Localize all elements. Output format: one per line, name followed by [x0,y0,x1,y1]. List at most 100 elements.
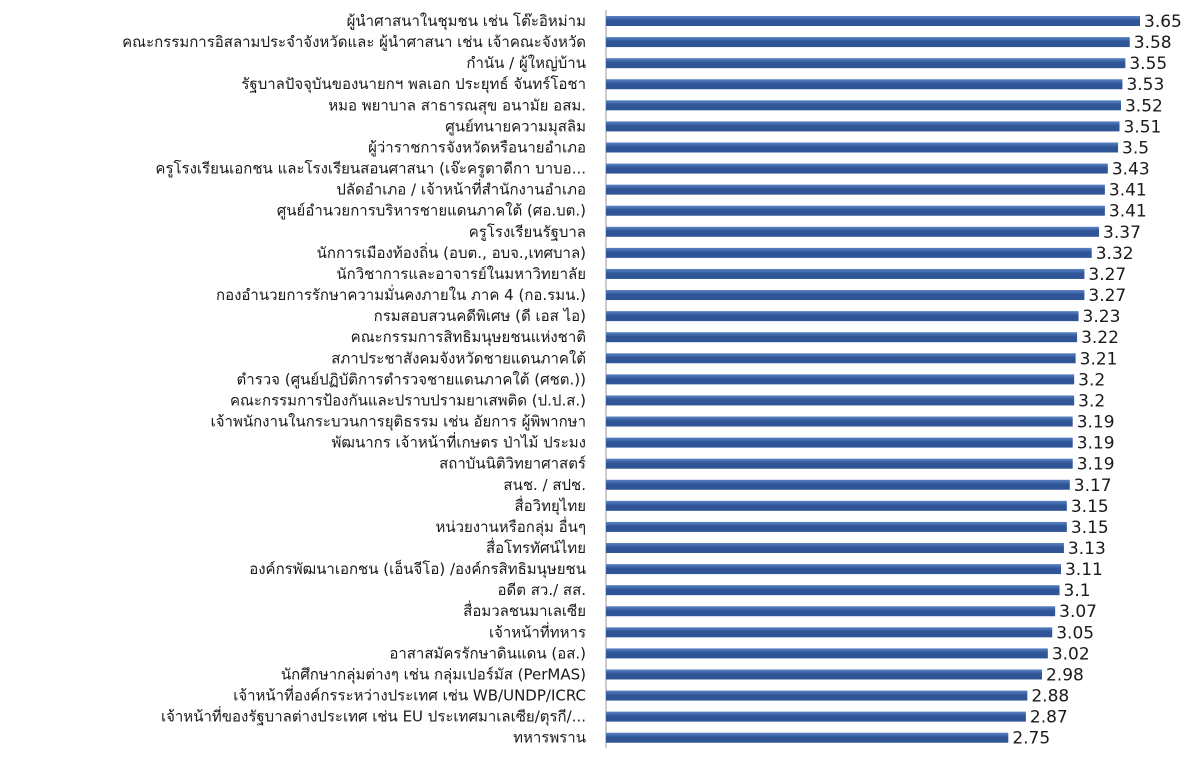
bar-6 [606,121,1120,132]
value-label-2: 3.58 [1134,33,1172,53]
value-label-29: 3.07 [1059,602,1097,622]
category-label-31: อาสาสมัครรักษาดินแดน (อส.) [389,644,586,662]
value-label-31: 3.02 [1052,644,1090,664]
bar-10 [606,205,1105,216]
bar-17 [606,353,1076,364]
bar-16 [606,332,1078,343]
bar-20 [606,416,1073,427]
bar-25 [606,521,1067,532]
bar-5 [606,100,1121,111]
value-label-9: 3.41 [1109,181,1147,201]
value-label-28: 3.1 [1064,581,1091,601]
category-label-10: ศูนย์อำนวยการบริหารชายแดนภาคใต้ (ศอ.บต.) [277,202,586,220]
category-label-6: ศูนย์ทนายความมุสลิม [445,117,586,136]
value-label-15: 3.23 [1083,307,1121,327]
bar-33 [606,690,1028,701]
value-label-3: 3.55 [1129,54,1167,74]
category-label-4: รัฐบาลปัจจุบันของนายกฯ พลเอก ประยุทธ์ จั… [241,75,586,94]
category-label-18: ตำรวจ (ศูนย์ปฏิบัติการตำรวจชายแดนภาคใต้ … [237,370,586,388]
category-labels-group: ผู้นำศาสนาในชุมชน เช่น โต๊ะอิหม่ามคณะกรร… [122,12,586,747]
category-label-19: คณะกรรมการป้องกันและปราบปรามยาเสพติด (ป.… [230,391,586,409]
value-labels-group: 3.653.583.553.533.523.513.53.433.413.413… [1012,12,1182,749]
category-label-5: หมอ พยาบาล สาธารณสุข อนามัย อสม. [328,96,586,115]
value-label-17: 3.21 [1080,349,1118,369]
value-label-16: 3.22 [1081,328,1119,348]
category-label-2: คณะกรรมการอิสลามประจำจังหวัดและ ผู้นำศาส… [122,33,586,51]
value-label-22: 3.19 [1077,455,1115,475]
bar-27 [606,564,1061,575]
value-label-1: 3.65 [1144,12,1182,32]
bar-28 [606,585,1060,596]
value-label-19: 3.2 [1078,391,1105,411]
bar-19 [606,395,1075,406]
value-label-10: 3.41 [1109,202,1147,222]
category-label-23: สนช. / สปช. [503,476,586,494]
value-label-5: 3.52 [1125,96,1163,116]
bar-26 [606,543,1064,553]
value-label-13: 3.27 [1088,265,1126,285]
value-label-12: 3.32 [1096,244,1134,264]
value-label-33: 2.88 [1031,687,1069,707]
bar-29 [606,606,1056,617]
category-label-32: นักศึกษากลุ่มต่างๆ เช่น กลุ่มเปอร์มัส (P… [281,665,586,684]
bar-18 [606,374,1075,385]
category-label-28: อดีต สว./ สส. [497,581,586,599]
bar-21 [606,437,1073,448]
category-label-7: ผู้ว่าราชการจังหวัดหรือนายอำเภอ [368,138,586,156]
bar-23 [606,479,1070,490]
bar-30 [606,627,1053,638]
category-label-29: สื่อมวลชนมาเลเซีย [463,600,586,620]
value-label-8: 3.43 [1112,160,1150,180]
category-label-17: สภาประชาสังคมจังหวัดชายแดนภาคใต้ [331,349,586,367]
category-label-8: ครูโรงเรียนเอกชน และโรงเรียนสอนศาสนา (เจ… [155,160,586,178]
value-label-24: 3.15 [1071,497,1109,517]
category-label-33: เจ้าหน้าที่องค์กรระหว่างประเทศ เช่น WB/U… [233,685,586,705]
category-label-1: ผู้นำศาสนาในชุมชน เช่น โต๊ะอิหม่าม [347,12,586,31]
bar-12 [606,247,1092,258]
bar-3 [606,58,1126,69]
value-label-6: 3.51 [1124,117,1162,137]
category-label-34: เจ้าหน้าที่ของรัฐบาลต่างประเทศ เช่น EU ป… [161,706,586,727]
category-label-26: สื่อโทรทัศน์ไทย [486,537,586,557]
bar-32 [606,669,1042,680]
bar-24 [606,500,1067,511]
bar-13 [606,268,1085,279]
value-label-23: 3.17 [1074,476,1112,496]
value-label-21: 3.19 [1077,434,1115,454]
category-label-13: นักวิชาการและอาจารย์ในมหาวิทยาลัย [336,265,586,283]
bar-11 [606,226,1100,237]
category-label-11: ครูโรงเรียนรัฐบาล [469,223,586,241]
value-label-4: 3.53 [1126,75,1164,95]
category-label-21: พัฒนากร เจ้าหน้าที่เกษตร ป่าไม้ ประมง [332,432,586,452]
category-label-20: เจ้าพนักงานในกระบวนการยุติธรรม เช่น อัยก… [211,413,586,432]
bar-1 [606,16,1140,26]
value-label-25: 3.15 [1071,518,1109,538]
category-label-30: เจ้าหน้าที่ทหาร [489,621,586,641]
value-label-18: 3.2 [1078,370,1105,390]
category-label-14: กองอำนวยการรักษาความมั่นคงภายใน ภาค 4 (ก… [216,284,586,304]
bar-8 [606,163,1108,174]
category-label-3: กำนัน / ผู้ใหญ่บ้าน [466,54,586,72]
value-label-27: 3.11 [1065,560,1103,580]
bar-34 [606,711,1026,722]
category-label-24: สื่อวิทยุไทย [515,495,586,516]
bar-7 [606,142,1119,153]
value-label-7: 3.5 [1122,138,1149,158]
value-label-11: 3.37 [1103,223,1141,243]
bars-group [606,16,1140,743]
bar-31 [606,648,1048,659]
category-label-27: องค์กรพัฒนาเอกชน (เอ็นจีโอ) /องค์กรสิทธิ… [249,559,586,579]
bar-14 [606,290,1085,301]
category-label-22: สถาบันนิติวิทยาศาสตร์ [439,455,586,473]
value-label-20: 3.19 [1077,413,1115,433]
value-label-34: 2.87 [1030,708,1068,728]
value-label-30: 3.05 [1056,623,1094,643]
bar-22 [606,458,1073,469]
bar-15 [606,311,1079,322]
value-label-35: 2.75 [1012,729,1050,749]
bar-4 [606,79,1123,90]
bar-9 [606,184,1105,195]
category-label-9: ปลัดอำเภอ / เจ้าหน้าที่สำนักงานอำเภอ [336,179,586,199]
